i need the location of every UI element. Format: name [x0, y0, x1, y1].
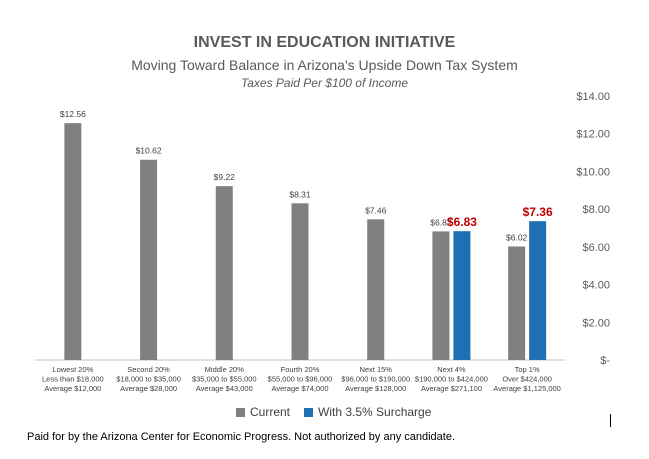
x-category-label: Second 20%: [127, 365, 170, 374]
bar-current: [508, 246, 526, 360]
text-cursor: [610, 414, 611, 427]
x-category-label: Average $1,125,000: [493, 384, 560, 393]
x-category-label: Next 4%: [437, 365, 466, 374]
x-category-label: $35,000 to $55,000: [192, 375, 257, 384]
x-category-label: $96,000 to $190,000: [341, 375, 410, 384]
legend-item-surcharge: With 3.5% Surcharge: [304, 405, 431, 419]
data-label-current: $7.46: [365, 205, 387, 215]
data-label-current: $9.22: [214, 172, 236, 182]
y-tick-label: $12.00: [576, 129, 610, 141]
bar-current: [64, 123, 82, 360]
data-label-surcharge: $7.36: [523, 205, 553, 219]
x-category-label: Average $74,000: [272, 384, 329, 393]
x-category-label: Middle 20%: [205, 365, 245, 374]
x-category-label: Lowest 20%: [52, 365, 93, 374]
chart-title: INVEST IN EDUCATION INITIATIVE: [193, 34, 456, 51]
x-category-label: $55,000 to $96,000: [268, 375, 333, 384]
data-label-surcharge: $6.83: [447, 215, 477, 229]
data-label-current: $6.02: [506, 232, 528, 242]
x-category-label: Average $128,000: [345, 384, 406, 393]
y-tick-label: $2.00: [582, 317, 610, 329]
footer-disclaimer: Paid for by the Arizona Center for Econo…: [27, 431, 456, 443]
y-tick-label: $8.00: [582, 204, 610, 216]
legend-swatch-surcharge: [304, 407, 314, 417]
y-tick-label: $-: [600, 355, 610, 367]
legend-swatch-current: [236, 407, 245, 417]
chart-y-caption: Taxes Paid Per $100 of Income: [241, 76, 408, 90]
x-category-label: Less than $18,000: [42, 375, 104, 384]
x-category-label: $18,000 to $35,000: [116, 375, 181, 384]
data-label-current: $10.62: [136, 146, 162, 156]
legend-label-current: Current: [250, 405, 291, 419]
x-category-label: Average $43,000: [196, 384, 253, 393]
bar-current: [367, 219, 385, 360]
bar-surcharge: [453, 231, 471, 360]
x-category-label: Over $424,000: [502, 375, 552, 384]
x-category-label: Top 1%: [515, 365, 540, 374]
data-label-current: $8.31: [289, 189, 311, 199]
x-category-label: $190,000 to $424,000: [415, 375, 488, 384]
y-tick-label: $6.00: [582, 242, 610, 254]
legend-label-surcharge: With 3.5% Surcharge: [318, 405, 432, 419]
bar-current: [432, 231, 450, 360]
bar-current: [215, 186, 233, 360]
data-label-current: $6.82: [430, 217, 452, 227]
y-tick-label: $14.00: [576, 91, 610, 103]
legend-item-current: Current: [236, 405, 290, 419]
x-category-label: Average $271,100: [421, 384, 482, 393]
bar-current: [291, 203, 309, 360]
chart-legend: Current With 3.5% Surcharge: [236, 405, 445, 419]
chart-subtitle: Moving Toward Balance in Arizona's Upsid…: [131, 57, 518, 73]
y-tick-label: $10.00: [576, 166, 610, 178]
x-category-label: Average $12,000: [44, 384, 101, 393]
bar-surcharge: [529, 221, 547, 360]
data-label-current: $12.56: [60, 109, 86, 119]
x-category-label: Average $28,000: [120, 384, 177, 393]
x-category-label: Fourth 20%: [281, 365, 320, 374]
bar-current: [140, 159, 158, 360]
y-tick-label: $4.00: [582, 280, 610, 292]
x-category-label: Next 15%: [359, 365, 392, 374]
